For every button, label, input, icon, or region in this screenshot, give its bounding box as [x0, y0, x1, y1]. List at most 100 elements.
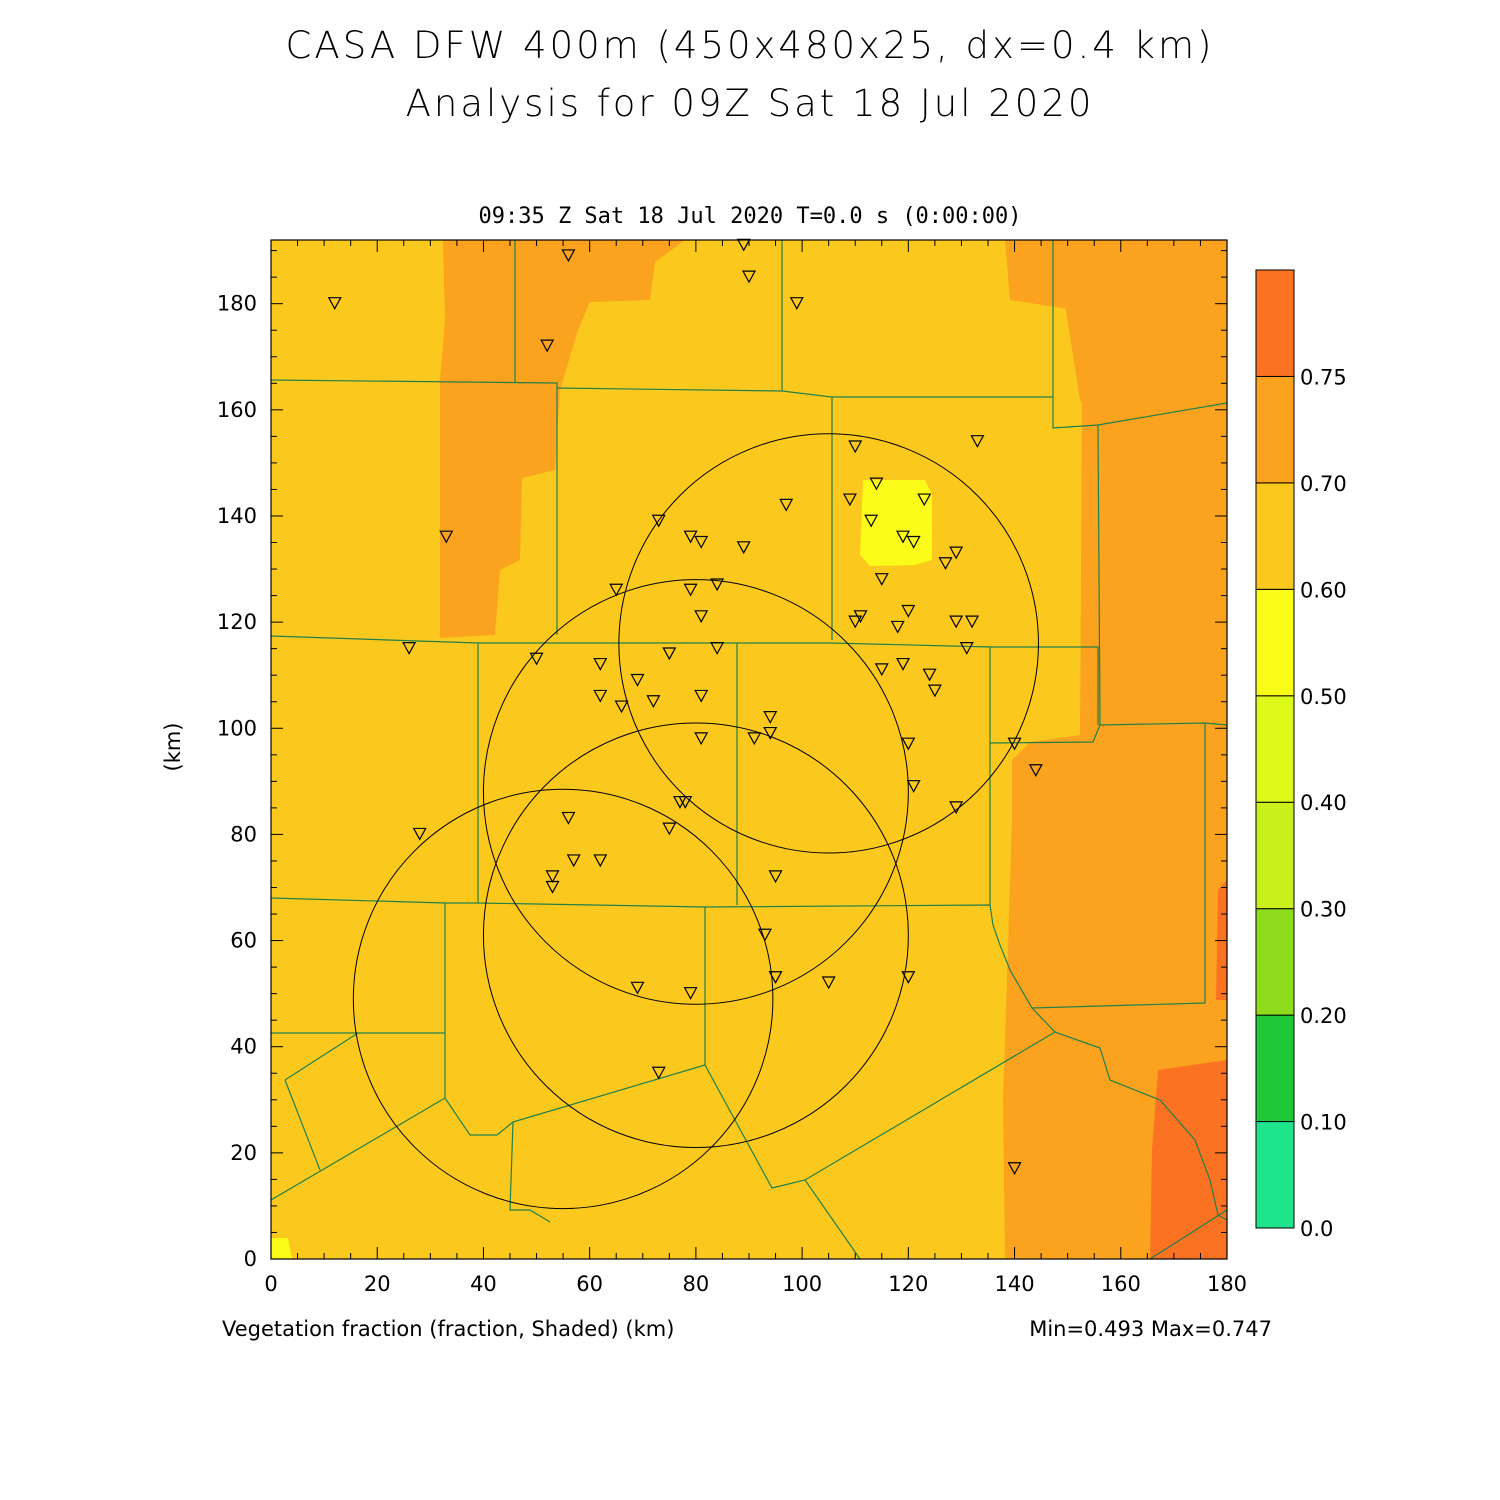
station-marker — [694, 610, 709, 624]
station-marker — [683, 987, 698, 1000]
colorbar-label: 0.40 — [1300, 791, 1347, 815]
station-marker — [710, 578, 725, 592]
station-marker — [906, 535, 921, 549]
station-marker — [763, 711, 778, 724]
station-marker — [890, 620, 905, 634]
station-marker — [662, 647, 677, 661]
station-marker — [938, 557, 953, 570]
x-axis: 0 20 40 60 80 100 120 140 160 180 — [264, 240, 1247, 1296]
station-marker — [970, 435, 985, 448]
x-tick-label: 20 — [364, 1272, 391, 1296]
station-marker — [901, 737, 916, 751]
station-marker — [869, 477, 884, 491]
station-marker — [917, 493, 932, 507]
station-marker — [965, 615, 980, 629]
y-tick-label: 140 — [217, 504, 257, 528]
station-marker — [412, 827, 427, 841]
station-marker — [1028, 764, 1043, 777]
colorbar: 0.0 0.10 0.20 0.30 0.40 0.50 0.60 0.70 0.75 — [1255, 269, 1347, 1241]
station-marker — [683, 530, 698, 544]
station-marker — [842, 493, 857, 507]
station-marker — [402, 642, 417, 655]
station-marker — [630, 981, 645, 995]
y-tick-label: 0 — [244, 1247, 257, 1271]
colorbar-swatch — [1255, 908, 1295, 1016]
station-marker — [545, 870, 560, 884]
station-marker — [561, 249, 576, 263]
radar-ring — [618, 433, 1039, 854]
field-region-070-075 — [1150, 880, 1227, 1259]
shaded-field — [271, 240, 1227, 1259]
station-marker — [561, 811, 576, 825]
station-marker — [821, 976, 836, 990]
station-marker — [694, 732, 709, 746]
station-marker — [874, 573, 889, 586]
station-marker — [949, 615, 964, 629]
station-marker — [1007, 737, 1022, 751]
radar-ring — [482, 579, 909, 1005]
station-marker — [864, 514, 879, 528]
y-tick-label: 100 — [217, 716, 257, 740]
min-max-label: Min=0.493 Max=0.747 — [1029, 1317, 1272, 1341]
colorbar-swatch — [1255, 1014, 1295, 1123]
y-tick-label: 160 — [217, 398, 257, 422]
station-marker — [630, 673, 645, 687]
station-marker — [662, 822, 677, 836]
radar-ring — [482, 722, 909, 1149]
radar-range-rings — [352, 433, 1039, 1210]
station-marker — [614, 700, 629, 714]
y-tick-label: 20 — [230, 1141, 257, 1165]
colorbar-label: 0.0 — [1300, 1217, 1333, 1241]
colorbar-swatch — [1255, 482, 1295, 590]
colorbar-label: 0.50 — [1300, 685, 1347, 709]
station-marker — [949, 546, 964, 560]
station-marker — [651, 1066, 666, 1080]
colorbar-label: 0.30 — [1300, 898, 1347, 922]
x-tick-label: 80 — [683, 1272, 710, 1296]
y-axis-label: (km) — [161, 722, 185, 771]
station-marker — [789, 297, 804, 310]
station-marker — [529, 652, 544, 666]
y-tick-label: 120 — [217, 610, 257, 634]
y-axis: 0 20 40 60 80 100 120 140 160 180 — [217, 250, 1227, 1271]
station-marker — [566, 854, 581, 868]
chart-subtitle: Analysis for 09Z Sat 18 Jul 2020 — [405, 82, 1095, 125]
field-region-060-070-west — [440, 240, 685, 638]
county-boundaries — [271, 240, 1227, 1259]
x-tick-label: 120 — [888, 1272, 928, 1296]
variable-label: Vegetation fraction (fraction, Shaded) (… — [222, 1317, 674, 1341]
y-tick-label: 60 — [230, 929, 257, 953]
station-marker — [906, 780, 921, 793]
radar-ring — [352, 788, 774, 1210]
station-marker — [694, 689, 709, 703]
station-marker — [896, 530, 911, 544]
colorbar-label: 0.20 — [1300, 1004, 1347, 1028]
colorbar-swatch — [1255, 588, 1295, 697]
x-tick-label: 160 — [1101, 1272, 1141, 1296]
x-tick-label: 40 — [470, 1272, 497, 1296]
station-marker — [710, 642, 725, 655]
colorbar-label: 0.75 — [1300, 365, 1347, 389]
valid-time-label: 09:35 Z Sat 18 Jul 2020 T=0.0 s (0:00:00… — [478, 204, 1022, 229]
station-marker — [768, 870, 783, 884]
colorbar-swatch — [1255, 269, 1295, 377]
station-marker — [949, 801, 964, 815]
station-marker — [593, 689, 608, 703]
station-marker — [763, 726, 778, 740]
colorbar-label: 0.10 — [1300, 1111, 1347, 1135]
station-marker — [901, 604, 916, 618]
colorbar-swatch — [1255, 801, 1295, 910]
x-tick-label: 0 — [264, 1272, 277, 1296]
y-tick-label: 80 — [230, 822, 257, 846]
station-marker — [545, 880, 560, 894]
station-marker — [593, 657, 608, 671]
station-marker — [540, 339, 555, 353]
colorbar-swatch — [1255, 695, 1295, 803]
station-marker — [651, 514, 666, 528]
station-marker — [896, 657, 911, 671]
field-region-040-050 — [271, 480, 932, 1259]
station-marker — [757, 928, 772, 942]
station-marker — [439, 530, 454, 544]
station-marker — [768, 971, 783, 984]
station-marker — [683, 583, 698, 597]
